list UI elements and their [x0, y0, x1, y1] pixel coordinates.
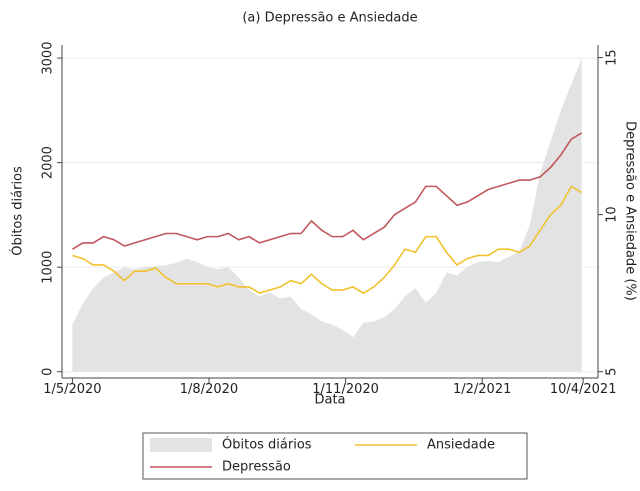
- y-tick-label: 2000: [41, 146, 56, 179]
- x-tick-label: 1/2/2021: [453, 382, 511, 397]
- x-tick-label: 1/5/2020: [43, 382, 101, 397]
- y-axis-label: Óbitos diários: [10, 166, 26, 256]
- x-axis-label: Data: [314, 393, 345, 408]
- chart-title: (a) Depressão e Ansiedade: [242, 11, 417, 26]
- line-series: [71, 132, 583, 250]
- x-tick-label: 1/11/2020: [312, 382, 379, 397]
- x-tick-label: 1/8/2020: [180, 382, 238, 397]
- x-tick-label: 10/4/2021: [550, 382, 617, 397]
- y2-tick-label: 10: [605, 206, 620, 223]
- y-tick-label: 3000: [41, 42, 56, 75]
- y2-tick-label: 15: [605, 49, 620, 66]
- y-tick-label: 0: [41, 368, 56, 376]
- line-series: [72, 185, 583, 295]
- legend-swatch: [150, 438, 212, 452]
- legend-label: Depressão: [222, 460, 291, 475]
- legend-label: Ansiedade: [427, 438, 495, 453]
- y2-axis-label: Depressão e Ansiedade (%): [623, 121, 638, 301]
- legend-label: Óbitos diários: [222, 437, 312, 453]
- y-tick-label: 1000: [41, 251, 56, 284]
- area-series: [72, 58, 582, 372]
- y2-tick-label: 5: [605, 368, 620, 376]
